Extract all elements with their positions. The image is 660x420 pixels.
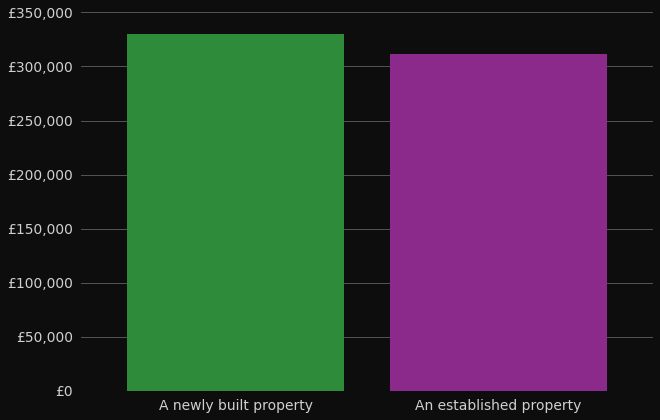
Bar — [390, 53, 607, 391]
Bar — [127, 34, 345, 391]
